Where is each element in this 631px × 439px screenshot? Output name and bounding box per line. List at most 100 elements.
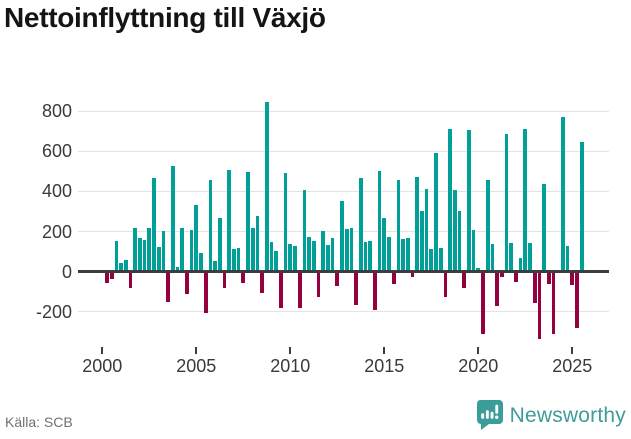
bar-positive	[133, 227, 138, 272]
y-axis-label: -200	[35, 301, 72, 322]
bar-negative	[537, 271, 542, 340]
x-axis-tick	[383, 347, 386, 354]
bar-negative	[532, 271, 537, 304]
bar-positive	[147, 227, 152, 272]
bar-positive	[565, 245, 570, 272]
bar-positive	[358, 177, 363, 272]
bar-negative	[546, 271, 551, 284]
bar-positive	[138, 237, 142, 272]
bar-positive	[302, 190, 307, 272]
newsworthy-logo: Newsworthy	[476, 400, 626, 430]
bar-positive	[232, 249, 236, 272]
bar-positive	[152, 178, 156, 272]
source-label: Källa: SCB	[5, 414, 73, 430]
x-axis-tick	[195, 347, 198, 354]
bar-positive	[424, 188, 429, 272]
bar-positive	[236, 247, 241, 272]
bar-negative	[551, 271, 556, 334]
bar-positive	[429, 249, 434, 272]
bar-negative	[260, 271, 264, 293]
bar-positive	[156, 246, 161, 272]
bar-positive	[293, 246, 297, 272]
bar-positive	[340, 201, 344, 272]
bar-positive	[213, 261, 217, 272]
bar-negative	[443, 271, 448, 298]
x-axis-label: 2010	[270, 356, 311, 376]
y-axis-label: 0	[61, 261, 72, 282]
bar-positive	[180, 227, 185, 272]
bar-positive	[170, 166, 175, 272]
bar-positive	[227, 170, 232, 272]
bar-negative	[185, 271, 189, 295]
bar-negative	[316, 271, 321, 297]
bar-positive	[387, 236, 391, 272]
bar-negative	[279, 271, 283, 308]
bar-positive	[311, 240, 316, 272]
bar-positive	[438, 247, 443, 272]
bar-negative	[575, 271, 579, 329]
bar-negative	[514, 271, 518, 282]
bar-positive	[420, 211, 424, 272]
bar-positive	[523, 129, 528, 272]
bar-positive	[490, 243, 495, 272]
bar-positive	[452, 189, 457, 272]
bar-negative	[495, 271, 499, 306]
bar-positive	[264, 101, 269, 272]
bar-positive	[528, 242, 532, 272]
bar-negative	[499, 271, 504, 277]
bar-positive	[199, 253, 203, 272]
bar-negative	[203, 271, 208, 314]
x-axis-tick	[289, 347, 292, 354]
bar-positive	[119, 263, 123, 272]
newsworthy-wordmark: Newsworthy	[509, 403, 626, 427]
bar-positive	[344, 229, 349, 272]
bar-positive	[457, 211, 462, 272]
bar-positive	[175, 267, 180, 272]
bar-positive	[142, 239, 147, 272]
gridline	[78, 150, 609, 152]
bar-positive	[255, 216, 260, 272]
bar-positive	[307, 236, 311, 272]
bar-positive	[326, 245, 330, 272]
bar-positive	[467, 130, 471, 272]
bar-positive	[471, 229, 476, 272]
bar-negative	[462, 271, 467, 288]
bar-positive	[189, 229, 194, 272]
bar-negative	[391, 271, 396, 284]
gridline	[78, 190, 609, 192]
bar-negative	[241, 271, 246, 284]
x-axis-zero-line	[78, 270, 609, 274]
gridline	[78, 311, 609, 313]
bar-positive	[448, 129, 452, 272]
bar-positive	[434, 152, 438, 272]
bar-negative	[105, 271, 109, 284]
bar-negative	[410, 271, 415, 277]
bar-negative	[109, 271, 114, 279]
bar-negative	[222, 271, 227, 289]
gridline	[78, 110, 609, 112]
bar-positive	[579, 141, 584, 272]
bar-positive	[274, 251, 279, 272]
bar-positive	[476, 267, 481, 272]
bar-positive	[368, 240, 373, 272]
x-axis-label: 2005	[176, 356, 217, 376]
bar-positive	[542, 183, 546, 272]
bar-positive	[114, 240, 119, 272]
bar-positive	[396, 179, 401, 272]
y-axis-label: 200	[41, 221, 72, 242]
bar-positive	[321, 231, 326, 272]
x-axis-tick	[571, 347, 574, 354]
bar-negative	[481, 271, 485, 335]
bar-positive	[504, 133, 509, 272]
bar-positive	[217, 217, 222, 272]
bar-positive	[518, 258, 523, 272]
bar-positive	[485, 179, 490, 272]
x-axis-tick	[477, 347, 480, 354]
bar-positive	[194, 205, 199, 272]
bar-positive	[377, 171, 382, 272]
bar-positive	[246, 171, 250, 272]
y-axis-label: 600	[41, 141, 72, 162]
bar-positive	[401, 239, 405, 272]
bar-negative	[570, 271, 575, 285]
